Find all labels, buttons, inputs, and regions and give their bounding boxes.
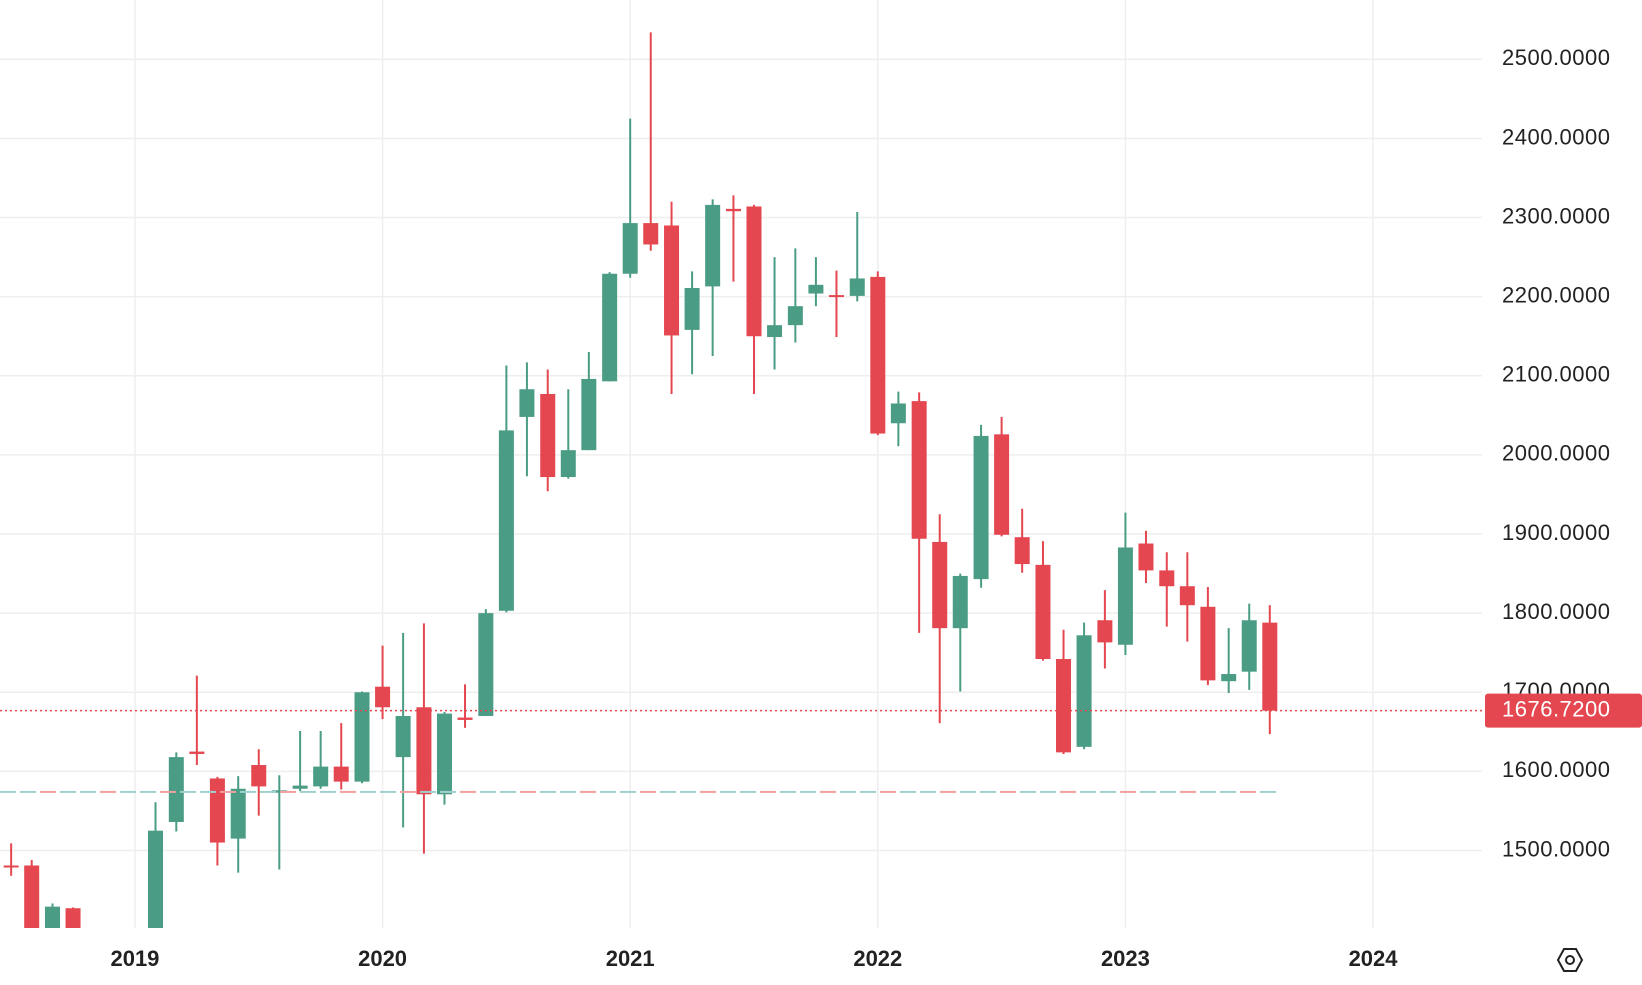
- candle-body: [313, 766, 329, 787]
- y-tick-label: 2400.0000: [1502, 124, 1611, 149]
- x-tick-label: 2024: [1349, 946, 1399, 971]
- candle-body: [828, 295, 844, 298]
- candle-body: [973, 435, 989, 580]
- candle-body: [209, 778, 225, 843]
- candle-body: [24, 865, 40, 928]
- candle-body: [602, 273, 618, 382]
- x-tick-label: 2023: [1101, 946, 1150, 971]
- x-tick-label: 2022: [853, 946, 902, 971]
- candle-body: [1241, 620, 1257, 672]
- candle-body: [1117, 547, 1133, 645]
- last-price-label: 1676.7200: [1502, 696, 1611, 721]
- candle-body: [457, 717, 473, 720]
- plot-area: [0, 32, 1278, 928]
- candle-body: [952, 575, 968, 629]
- candle-body: [395, 715, 411, 758]
- candle-body: [787, 306, 803, 326]
- candle-body: [1179, 586, 1195, 606]
- last-price-badge: [1485, 693, 1642, 728]
- candle-body: [498, 430, 514, 611]
- candle-body: [643, 223, 659, 245]
- y-tick-label: 1900.0000: [1502, 520, 1611, 545]
- icon-circle: [1565, 955, 1575, 965]
- candle-body: [1138, 543, 1154, 571]
- candle-body: [1076, 635, 1092, 747]
- y-tick-label: 2300.0000: [1502, 203, 1611, 228]
- y-tick-label: 1800.0000: [1502, 599, 1611, 624]
- settings-icon[interactable]: [1556, 948, 1584, 972]
- candle-body: [540, 393, 556, 478]
- candle-body: [1159, 570, 1175, 587]
- candle-body: [664, 225, 680, 336]
- y-tick-label: 2100.0000: [1502, 362, 1611, 387]
- x-tick-label: 2021: [606, 946, 655, 971]
- candle-body: [890, 403, 906, 424]
- candle-body: [148, 830, 164, 928]
- candle-body: [1221, 674, 1237, 682]
- y-tick-label: 2200.0000: [1502, 282, 1611, 307]
- candle-body: [168, 757, 184, 822]
- y-tick-label: 2500.0000: [1502, 45, 1611, 70]
- candle-body: [849, 278, 865, 296]
- candle-body: [808, 284, 824, 294]
- candle-body: [292, 785, 308, 789]
- candle-body: [622, 223, 638, 274]
- candle-body: [1056, 659, 1072, 753]
- candle-body: [354, 692, 370, 782]
- candle-body: [560, 450, 576, 478]
- x-tick-label: 2020: [358, 946, 407, 971]
- candle-body: [870, 276, 886, 434]
- candle-body: [189, 751, 205, 754]
- candle-body: [65, 908, 81, 928]
- candle-body: [1097, 620, 1113, 643]
- candle-body: [684, 287, 700, 330]
- candle-body: [746, 206, 762, 337]
- candle-body: [705, 204, 721, 287]
- x-tick-label: 2019: [110, 946, 159, 971]
- candle-body: [333, 766, 349, 782]
- candle-body: [581, 378, 597, 451]
- axes: 1500.00001600.00001700.00001800.00001900…: [0, 45, 1642, 971]
- candle-body: [725, 208, 741, 212]
- grid: [0, 0, 1482, 928]
- candle-body: [767, 325, 783, 338]
- candle-body: [44, 906, 60, 928]
- candle-body: [3, 865, 19, 868]
- y-tick-label: 2000.0000: [1502, 441, 1611, 466]
- candle-body: [1035, 564, 1051, 660]
- candle-body: [436, 713, 452, 795]
- candle-body: [230, 788, 246, 839]
- candle-body: [1200, 606, 1216, 681]
- icon-hexagon: [1556, 948, 1584, 972]
- candle-body: [911, 401, 927, 539]
- candle-body: [1014, 537, 1030, 565]
- candle-body: [416, 707, 432, 795]
- candle-body: [932, 541, 948, 629]
- candle-body: [251, 765, 267, 787]
- candle-body: [478, 613, 494, 716]
- y-tick-label: 1500.0000: [1502, 836, 1611, 861]
- candle-body: [994, 434, 1010, 535]
- candle-body: [1262, 622, 1278, 711]
- candle-body: [519, 389, 535, 417]
- candle-body: [375, 686, 391, 708]
- y-tick-label: 1600.0000: [1502, 757, 1611, 782]
- candle-body: [271, 790, 287, 793]
